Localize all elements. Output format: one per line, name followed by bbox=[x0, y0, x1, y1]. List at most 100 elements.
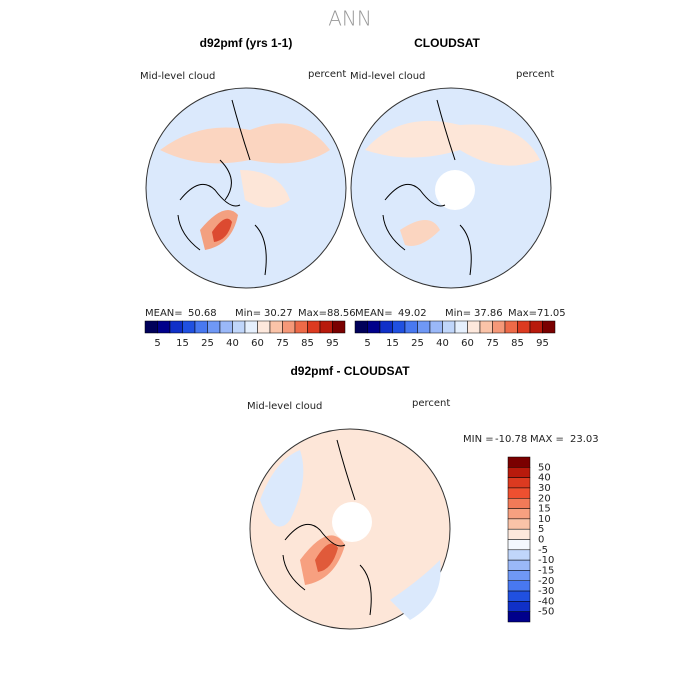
colorbar-box bbox=[417, 320, 431, 334]
min-label: Min= bbox=[235, 308, 261, 319]
colorbar-box bbox=[367, 320, 381, 334]
colorbar-label: 0 bbox=[538, 535, 544, 546]
units-label: percent bbox=[308, 69, 346, 80]
mean-value: 50.68 bbox=[188, 308, 217, 319]
colorbar-box bbox=[517, 320, 531, 334]
mean-label: MEAN= bbox=[145, 308, 183, 319]
panel-title: CLOUDSAT bbox=[414, 36, 480, 50]
colorbar-label: 60 bbox=[251, 338, 264, 349]
colorbar-box bbox=[392, 320, 406, 334]
colorbar-label: 15 bbox=[176, 338, 189, 349]
colorbar-label: 5 bbox=[538, 524, 544, 535]
colorbar-label: 95 bbox=[536, 338, 549, 349]
colorbar-box bbox=[507, 487, 531, 499]
colorbar-label: -10 bbox=[538, 555, 554, 566]
colorbar-label: -40 bbox=[538, 596, 554, 607]
colorbar-box bbox=[429, 320, 443, 334]
colorbar-label: 85 bbox=[301, 338, 314, 349]
colorbar-box bbox=[507, 559, 531, 571]
colorbar-label: 20 bbox=[538, 493, 551, 504]
panel-title: d92pmf (yrs 1-1) bbox=[200, 36, 293, 50]
max-label: Max= bbox=[298, 308, 327, 319]
colorbar-label: 25 bbox=[411, 338, 424, 349]
figure-title: ANN bbox=[328, 7, 372, 31]
units-label: percent bbox=[412, 398, 450, 409]
colorbar-label: 15 bbox=[538, 504, 551, 515]
colorbar-label: -5 bbox=[538, 545, 548, 556]
map bbox=[350, 87, 552, 289]
variable-label: Mid-level cloud bbox=[247, 401, 322, 412]
map bbox=[145, 87, 347, 289]
colorbar-label: 15 bbox=[386, 338, 399, 349]
mean-label: MEAN= bbox=[355, 308, 393, 319]
colorbar-label: 40 bbox=[436, 338, 449, 349]
colorbar-box bbox=[507, 611, 531, 623]
min-label: Min= bbox=[445, 308, 471, 319]
colorbar-label: -50 bbox=[538, 607, 554, 618]
colorbar-label: 85 bbox=[511, 338, 524, 349]
colorbar-label: -15 bbox=[538, 565, 554, 576]
colorbar-label: -30 bbox=[538, 586, 554, 597]
colorbar-label: -20 bbox=[538, 576, 554, 587]
colorbar-box bbox=[507, 590, 531, 602]
colorbar-label: 60 bbox=[461, 338, 474, 349]
colorbar-box bbox=[219, 320, 233, 334]
min-value: 30.27 bbox=[264, 308, 293, 319]
colorbar-box bbox=[507, 580, 531, 592]
colorbar-box bbox=[307, 320, 321, 334]
mean-value: 49.02 bbox=[398, 308, 427, 319]
colorbar-box bbox=[379, 320, 393, 334]
colorbar-box bbox=[479, 320, 493, 334]
colorbar-box bbox=[542, 320, 556, 334]
colorbar-box bbox=[182, 320, 196, 334]
colorbar-box bbox=[529, 320, 543, 334]
map bbox=[249, 428, 451, 630]
variable-label: Mid-level cloud bbox=[350, 71, 425, 82]
colorbar-label: 25 bbox=[201, 338, 214, 349]
colorbar-box bbox=[454, 320, 468, 334]
max-label: MAX = bbox=[530, 434, 564, 445]
colorbar-box bbox=[507, 528, 531, 540]
colorbar-box bbox=[507, 467, 531, 478]
colorbar-label: 5 bbox=[154, 338, 160, 349]
colorbar-box bbox=[282, 320, 296, 334]
colorbar-box bbox=[467, 320, 481, 334]
colorbar-box bbox=[507, 518, 531, 530]
colorbar-label: 40 bbox=[538, 473, 551, 484]
colorbar-box bbox=[354, 320, 368, 334]
colorbar-label: 30 bbox=[538, 483, 551, 494]
colorbar-box bbox=[157, 320, 171, 334]
colorbar-box bbox=[442, 320, 456, 334]
min-value: -10.78 bbox=[495, 434, 527, 445]
colorbar-box bbox=[257, 320, 271, 334]
colorbar-box bbox=[507, 508, 531, 520]
colorbar-label: 95 bbox=[326, 338, 339, 349]
panel-title: d92pmf - CLOUDSAT bbox=[290, 364, 410, 378]
max-value: 71.05 bbox=[537, 308, 566, 319]
colorbar-box bbox=[207, 320, 221, 334]
colorbar-box bbox=[269, 320, 283, 334]
colorbar-box bbox=[507, 477, 531, 489]
colorbar-box bbox=[169, 320, 183, 334]
colorbar-box bbox=[507, 601, 531, 612]
colorbar-label: 50 bbox=[538, 462, 551, 473]
colorbar-box bbox=[294, 320, 308, 334]
min-label: MIN = bbox=[463, 434, 494, 445]
colorbar-label: 75 bbox=[276, 338, 289, 349]
colorbar-box bbox=[504, 320, 518, 334]
colorbar-label: 75 bbox=[486, 338, 499, 349]
colorbar-box bbox=[144, 320, 158, 334]
colorbar-label: 40 bbox=[226, 338, 239, 349]
variable-label: Mid-level cloud bbox=[140, 71, 215, 82]
colorbar-box bbox=[244, 320, 258, 334]
colorbar-box bbox=[507, 549, 531, 561]
max-label: Max= bbox=[508, 308, 537, 319]
colorbar-box bbox=[507, 498, 531, 509]
colorbar-box bbox=[194, 320, 208, 334]
colorbar-box bbox=[507, 570, 531, 581]
colorbar-box bbox=[319, 320, 333, 334]
max-value: 23.03 bbox=[570, 434, 599, 445]
colorbar-box bbox=[332, 320, 346, 334]
colorbar-box bbox=[404, 320, 418, 334]
